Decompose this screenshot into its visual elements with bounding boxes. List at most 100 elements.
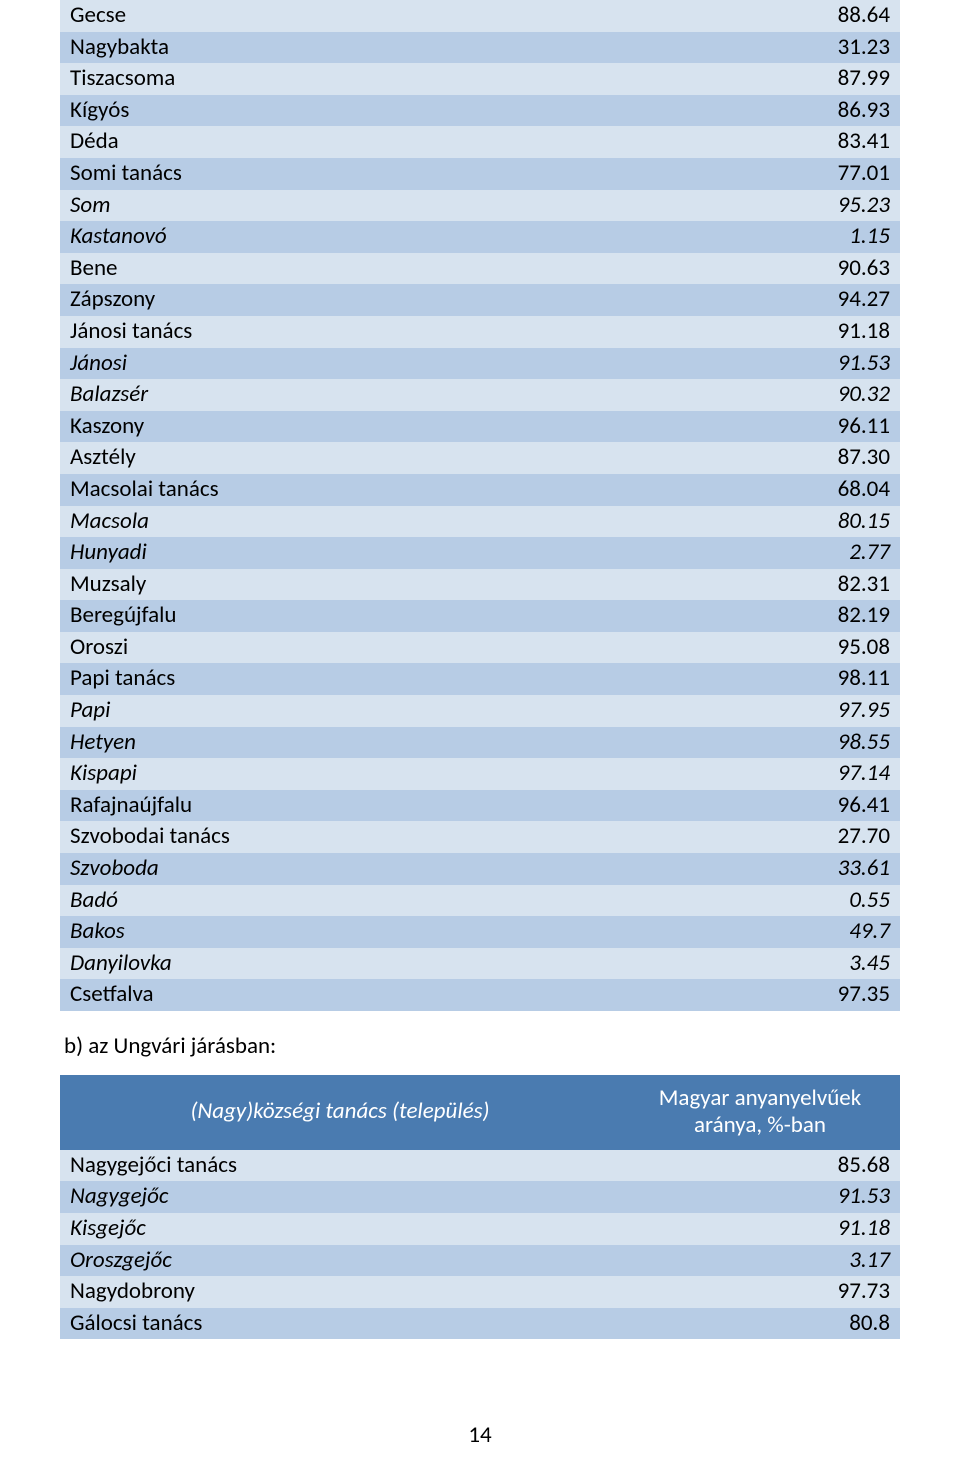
row-name: Beregújfalu [60, 600, 670, 632]
table-row: Csetfalva97.35 [60, 979, 900, 1011]
table-row: Muzsaly82.31 [60, 569, 900, 601]
table-row: Somi tanács77.01 [60, 158, 900, 190]
row-value: 83.41 [670, 126, 900, 158]
row-name: Kígyós [60, 95, 670, 127]
table-row: Nagybakta31.23 [60, 32, 900, 64]
row-name: Danyilovka [60, 948, 670, 980]
table2-header-right: Magyar anyanyelvűek aránya, %-ban [620, 1075, 900, 1150]
row-name: Jánosi [60, 348, 670, 380]
row-name: Déda [60, 126, 670, 158]
row-name: Csetfalva [60, 979, 670, 1011]
table-row: Rafajnaújfalu96.41 [60, 790, 900, 822]
row-name: Gecse [60, 0, 670, 32]
table-row: Déda83.41 [60, 126, 900, 158]
table2-header-left: (Nagy)községi tanács (település) [60, 1075, 620, 1150]
row-value: 77.01 [670, 158, 900, 190]
page-number: 14 [60, 1406, 900, 1450]
row-value: 85.68 [620, 1150, 900, 1182]
row-name: Nagygejőc [60, 1181, 620, 1213]
table-row: Jánosi tanács91.18 [60, 316, 900, 348]
table-row: Kastanovó1.15 [60, 221, 900, 253]
table-row: Kisgejőc91.18 [60, 1213, 900, 1245]
row-name: Asztély [60, 442, 670, 474]
row-value: 88.64 [670, 0, 900, 32]
row-name: Macsolai tanács [60, 474, 670, 506]
row-value: 80.8 [620, 1308, 900, 1340]
table-row: Kaszony96.11 [60, 411, 900, 443]
row-name: Bene [60, 253, 670, 285]
table-row: Gálocsi tanács80.8 [60, 1308, 900, 1340]
row-value: 68.04 [670, 474, 900, 506]
row-name: Hetyen [60, 727, 670, 759]
table-row: Nagygejőci tanács85.68 [60, 1150, 900, 1182]
row-name: Tiszacsoma [60, 63, 670, 95]
table-row: Badó0.55 [60, 885, 900, 917]
table-row: Bakos49.7 [60, 916, 900, 948]
row-value: 97.35 [670, 979, 900, 1011]
row-value: 33.61 [670, 853, 900, 885]
row-value: 0.55 [670, 885, 900, 917]
table-row: Zápszony94.27 [60, 284, 900, 316]
row-name: Nagydobrony [60, 1276, 620, 1308]
row-name: Oroszi [60, 632, 670, 664]
row-name: Macsola [60, 506, 670, 538]
table-row: Som95.23 [60, 190, 900, 222]
table-row: Danyilovka3.45 [60, 948, 900, 980]
table-row: Bene90.63 [60, 253, 900, 285]
row-name: Oroszgejőc [60, 1245, 620, 1277]
table-row: Beregújfalu82.19 [60, 600, 900, 632]
row-value: 96.11 [670, 411, 900, 443]
row-name: Jánosi tanács [60, 316, 670, 348]
table-row: Hunyadi2.77 [60, 537, 900, 569]
row-value: 94.27 [670, 284, 900, 316]
table-row: Asztély87.30 [60, 442, 900, 474]
row-name: Hunyadi [60, 537, 670, 569]
row-name: Papi tanács [60, 663, 670, 695]
row-value: 96.41 [670, 790, 900, 822]
table-row: Kígyós86.93 [60, 95, 900, 127]
row-value: 91.53 [670, 348, 900, 380]
row-value: 31.23 [670, 32, 900, 64]
table-row: Oroszgejőc3.17 [60, 1245, 900, 1277]
row-value: 97.14 [670, 758, 900, 790]
row-name: Kastanovó [60, 221, 670, 253]
row-name: Gálocsi tanács [60, 1308, 620, 1340]
table-row: Szvoboda33.61 [60, 853, 900, 885]
row-value: 3.45 [670, 948, 900, 980]
row-value: 91.53 [620, 1181, 900, 1213]
row-name: Badó [60, 885, 670, 917]
data-table-1: Gecse88.64Nagybakta31.23Tiszacsoma87.99K… [60, 0, 900, 1011]
row-value: 97.73 [620, 1276, 900, 1308]
table-row: Papi97.95 [60, 695, 900, 727]
table-row: Oroszi95.08 [60, 632, 900, 664]
row-value: 82.31 [670, 569, 900, 601]
row-name: Balazsér [60, 379, 670, 411]
row-name: Szvobodai tanács [60, 821, 670, 853]
table-row: Nagydobrony97.73 [60, 1276, 900, 1308]
row-name: Kaszony [60, 411, 670, 443]
table-row: Macsolai tanács68.04 [60, 474, 900, 506]
row-value: 1.15 [670, 221, 900, 253]
row-name: Zápszony [60, 284, 670, 316]
row-name: Nagybakta [60, 32, 670, 64]
row-name: Kisgejőc [60, 1213, 620, 1245]
row-name: Kispapi [60, 758, 670, 790]
table-row: Papi tanács98.11 [60, 663, 900, 695]
row-value: 95.23 [670, 190, 900, 222]
subtitle-b: b) az Ungvári járásban: [60, 1033, 900, 1061]
row-value: 98.55 [670, 727, 900, 759]
table-row: Gecse88.64 [60, 0, 900, 32]
row-value: 80.15 [670, 506, 900, 538]
row-name: Muzsaly [60, 569, 670, 601]
row-name: Nagygejőci tanács [60, 1150, 620, 1182]
row-name: Rafajnaújfalu [60, 790, 670, 822]
table-row: Macsola80.15 [60, 506, 900, 538]
row-value: 90.63 [670, 253, 900, 285]
row-name: Bakos [60, 916, 670, 948]
row-value: 90.32 [670, 379, 900, 411]
row-name: Papi [60, 695, 670, 727]
table-row: Tiszacsoma87.99 [60, 63, 900, 95]
table-row: Szvobodai tanács27.70 [60, 821, 900, 853]
row-name: Som [60, 190, 670, 222]
row-value: 91.18 [670, 316, 900, 348]
